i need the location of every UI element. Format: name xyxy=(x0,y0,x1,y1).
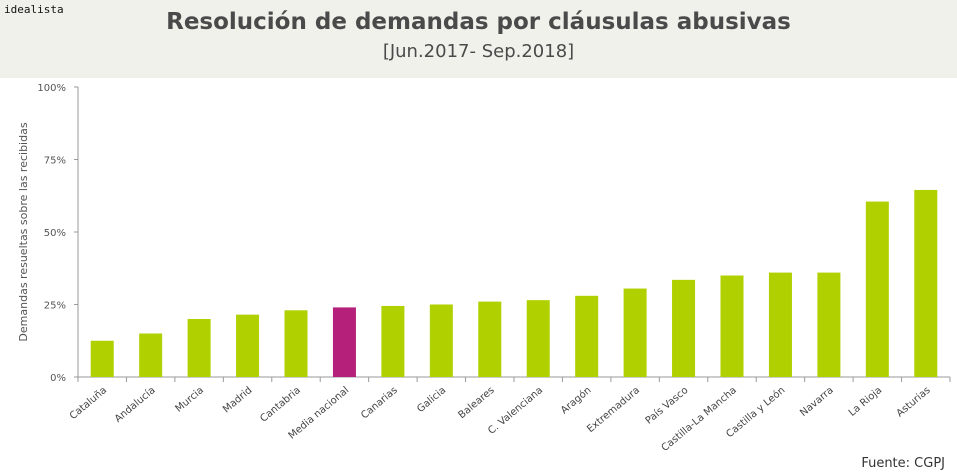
x-category-label: Extremadura xyxy=(585,385,642,435)
y-axis-title: Demandas resueltas sobre las recibidas xyxy=(17,122,30,341)
bar xyxy=(623,288,647,377)
x-category-label: Asturias xyxy=(895,385,933,419)
x-category-label: Navarra xyxy=(798,385,836,419)
x-category-label: Murcia xyxy=(173,385,206,415)
bar xyxy=(429,304,453,377)
bar xyxy=(332,307,356,377)
bar xyxy=(817,272,841,377)
x-category-label: Cataluña xyxy=(68,385,109,422)
x-category-label: La Rioja xyxy=(847,385,884,419)
bar xyxy=(478,301,502,377)
x-category-label: Baleares xyxy=(456,385,496,421)
brand-logo: idealista xyxy=(4,3,64,16)
bar xyxy=(720,275,744,377)
chart-title: Resolución de demandas por cláusulas abu… xyxy=(166,9,791,35)
x-category-label: País Vasco xyxy=(643,384,690,427)
y-tick-label: 0% xyxy=(50,373,66,384)
bar xyxy=(381,305,405,377)
source-note: Fuente: CGPJ xyxy=(861,456,945,471)
chart-subtitle: [Jun.2017- Sep.2018] xyxy=(382,41,575,62)
bar xyxy=(187,319,211,377)
bar xyxy=(672,279,696,377)
x-category-label: Aragón xyxy=(558,384,593,416)
x-category-label: Andalucía xyxy=(112,384,157,425)
x-category-label: Cantabria xyxy=(258,385,303,425)
bar xyxy=(90,340,114,377)
bar xyxy=(575,295,599,377)
y-tick-label: 25% xyxy=(44,301,66,312)
bar xyxy=(914,189,938,377)
header-band: idealista Resolución de demandas por clá… xyxy=(0,0,957,78)
bar xyxy=(139,333,163,377)
x-category-label: Madrid xyxy=(221,385,254,416)
bar xyxy=(526,300,550,377)
y-tick-label: 75% xyxy=(44,156,66,167)
x-category-label: Galicia xyxy=(415,385,448,415)
bar xyxy=(768,272,792,377)
y-tick-label: 100% xyxy=(37,83,66,94)
y-tick-label: 50% xyxy=(44,228,66,239)
bar xyxy=(236,314,260,377)
bar xyxy=(284,310,308,377)
bar xyxy=(865,201,889,377)
x-category-label: Canarias xyxy=(359,385,400,422)
